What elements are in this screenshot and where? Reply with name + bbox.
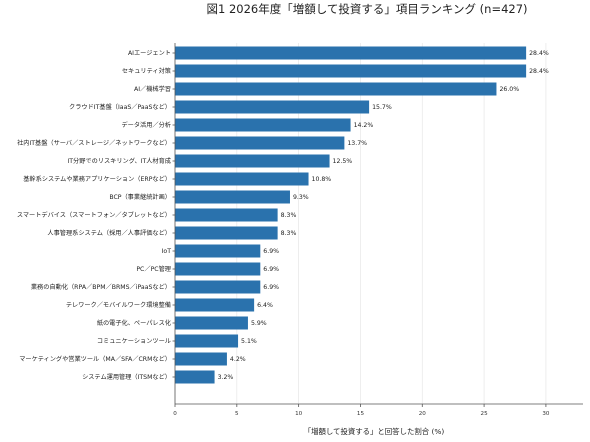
value-label-5: 13.7%	[347, 140, 367, 147]
value-label-10: 8.3%	[281, 230, 297, 237]
category-label-9: スマートデバイス（スマートフォン／タブレットなど）	[17, 211, 171, 219]
bar-9	[175, 208, 278, 222]
value-label-15: 5.9%	[251, 320, 267, 327]
value-label-7: 10.8%	[312, 176, 332, 183]
axis-layer: 0 5 10 15 20 25 30	[172, 43, 583, 417]
bar-6	[175, 154, 330, 168]
category-label-3: クラウドIT基盤（IaaS／PaaSなど）	[69, 103, 171, 111]
value-label-8: 9.3%	[293, 194, 309, 201]
value-label-2: 26.0%	[499, 86, 519, 93]
chart-title: 図1 2026年度「増額して投資する」項目ランキング (n=427)	[206, 2, 527, 16]
bar-7	[175, 172, 309, 186]
category-label-0: AIエージェント	[128, 50, 171, 57]
value-label-18: 3.2%	[218, 374, 234, 381]
value-label-17: 4.2%	[230, 356, 246, 363]
x-tick-label-0: 0	[173, 411, 177, 417]
bar-15	[175, 316, 248, 330]
grid-layer	[174, 43, 547, 404]
bar-8	[175, 190, 290, 204]
bar-3	[175, 100, 370, 114]
bar-16	[175, 334, 239, 348]
bar-17	[175, 352, 227, 366]
category-label-16: コミュニケーションツール	[97, 338, 171, 345]
category-label-7: 基幹系システムや業務アプリケーション（ERPなど）	[23, 175, 171, 183]
bar-0	[175, 46, 527, 60]
x-tick-label-5: 5	[235, 411, 239, 417]
category-label-18: システム運用管理（ITSMなど）	[82, 373, 171, 381]
category-label-11: IoT	[162, 248, 172, 255]
category-label-15: 紙の電子化、ペーパレス化	[97, 319, 171, 327]
category-label-4: データ活用／分析	[122, 121, 172, 129]
bar-12	[175, 262, 261, 276]
value-label-6: 12.5%	[333, 158, 353, 165]
bar-14	[175, 298, 255, 312]
value-label-9: 8.3%	[281, 212, 297, 219]
bar-layer	[175, 46, 527, 384]
value-label-0: 28.4%	[529, 50, 549, 57]
bar-11	[175, 244, 261, 258]
x-tick-label-10: 10	[295, 411, 303, 417]
category-label-6: IT分野でのリスキリング、IT人材育成	[67, 157, 171, 165]
x-tick-label-25: 25	[481, 411, 489, 417]
bar-13	[175, 280, 261, 294]
category-label-2: AI／機械学習	[134, 85, 171, 93]
bar-4	[175, 118, 351, 132]
bar-18	[175, 370, 215, 384]
category-label-17: マーケティングや営業ツール（MA／SFA／CRMなど）	[19, 355, 171, 363]
x-tick-label-20: 20	[419, 411, 427, 417]
value-label-3: 15.7%	[372, 104, 392, 111]
category-label-8: BCP（事業継続計画）	[109, 193, 171, 201]
bar-1	[175, 64, 527, 78]
x-tick-label-30: 30	[542, 411, 550, 417]
value-label-4: 14.2%	[354, 122, 374, 129]
bar-10	[175, 226, 278, 240]
x-axis-title: 「増額して投資する」と回答した割合 (%)	[304, 427, 445, 436]
label-layer: AIエージェント 28.4% セキュリティ対策 28.4% AI／機械学習 26.0% クラ…	[17, 50, 549, 381]
category-label-5: 社内IT基盤（サーバ／ストレージ／ネットワークなど）	[17, 139, 171, 147]
value-label-13: 6.9%	[263, 284, 279, 291]
value-label-12: 6.9%	[263, 266, 279, 273]
value-label-16: 5.1%	[241, 338, 257, 345]
category-label-1: セキュリティ対策	[122, 67, 171, 75]
category-label-12: PC／PC管理	[136, 265, 171, 273]
category-label-14: テレワーク／モバイルワーク環境整備	[66, 301, 171, 309]
value-label-11: 6.9%	[263, 248, 279, 255]
bar-5	[175, 136, 345, 150]
value-label-14: 6.4%	[257, 302, 273, 309]
category-label-13: 業務の自動化（RPA／BPM／BRMS／iPaaSなど）	[31, 283, 171, 291]
value-label-1: 28.4%	[529, 68, 549, 75]
bar-2	[175, 82, 497, 96]
category-label-10: 人事管理系システム（採用／人事評価など）	[47, 229, 171, 237]
x-tick-label-15: 15	[357, 411, 365, 417]
